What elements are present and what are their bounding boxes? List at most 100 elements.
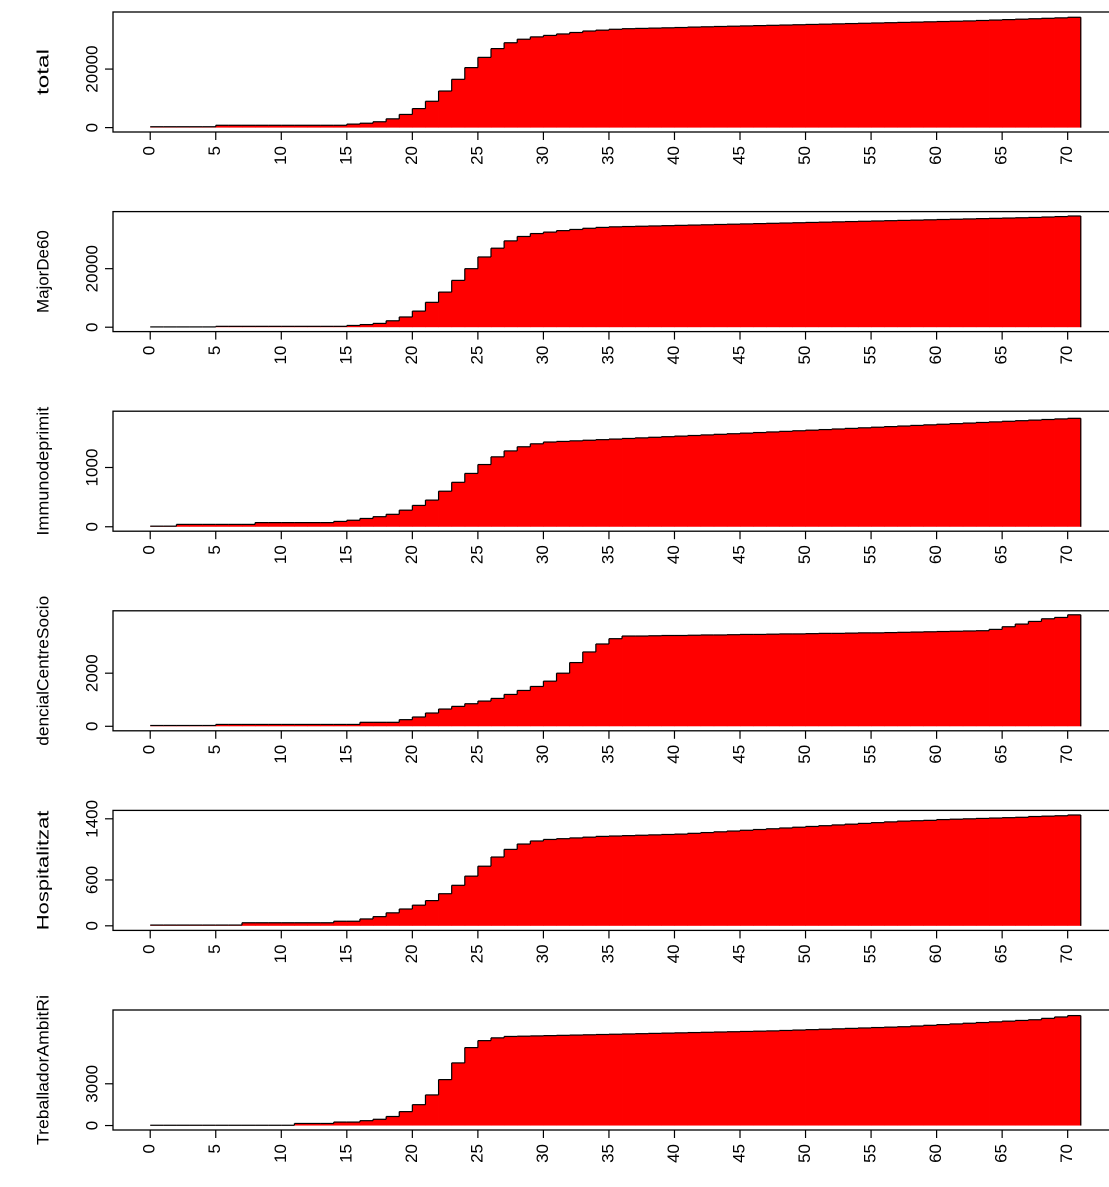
x-tick-label: 50 [795,944,814,963]
area-step [543,1035,557,1126]
area-step [595,1034,610,1126]
area-step [595,30,610,128]
area-step [294,724,308,727]
x-tick-label: 5 [205,146,224,155]
area-step [989,818,1003,926]
area-step [490,1037,505,1126]
area-step [333,125,348,128]
area-step [818,825,833,926]
area-step [556,230,571,328]
y-tick-label: 2000 [82,654,101,692]
area-step [700,224,715,328]
x-tick-label: 70 [1057,944,1076,963]
x-tick-label: 45 [729,1144,748,1163]
area-step [844,1028,859,1126]
area-step [779,827,793,926]
x-tick-label: 35 [598,1144,617,1163]
area-step [923,631,938,727]
x-tick-label: 25 [467,745,486,764]
area-step [1041,618,1055,727]
area-step [569,1035,584,1126]
x-tick-label: 50 [795,1144,814,1163]
x-tick-label: 65 [992,146,1011,165]
x-tick-label: 5 [205,1144,224,1153]
x-tick-label: 0 [140,745,159,754]
plot-frame [112,1009,1109,1131]
area-step [517,1036,531,1126]
area-step [648,1033,662,1126]
area-step [792,222,806,328]
x-tick-label: 5 [205,346,224,355]
area-step [923,219,938,328]
area-step [320,522,335,527]
area-step [700,634,715,727]
area-step [386,912,400,926]
area-step [1015,1020,1029,1126]
area-step [451,79,466,128]
area-step [831,824,846,926]
x-tick-label: 45 [729,346,748,365]
area-step [530,1035,544,1126]
area-step [582,440,597,527]
area-step [871,632,885,727]
area-step [713,1031,728,1126]
x-tick-label: 35 [598,146,617,165]
area-step [438,893,453,926]
area-step [1015,19,1029,128]
area-step [766,25,780,128]
area-step [490,456,505,527]
area-step [464,876,479,926]
area-step [556,838,571,926]
area-step [333,521,348,527]
area-step [451,280,466,328]
x-tick-label: 10 [271,745,290,764]
x-tick-label: 55 [861,545,880,564]
area-step [1028,621,1042,727]
area-step [268,522,282,527]
area-step [1054,17,1069,128]
area-step [897,22,911,128]
area-step [477,1040,492,1126]
area-step [897,426,911,527]
x-tick-label: 60 [926,146,945,165]
x-tick-label: 65 [992,545,1011,564]
area-step [241,125,256,128]
x-tick-label: 30 [533,745,552,764]
area-step [359,918,374,926]
area-step [530,443,544,527]
area-step [975,630,990,727]
area-step [569,837,584,926]
area-step [1015,624,1029,727]
plot-frame [112,809,1109,932]
area-step [740,830,754,926]
area-step [792,633,806,727]
x-tick-label: 55 [861,1144,880,1163]
x-tick-label: 20 [402,944,421,963]
area-step [1067,614,1082,727]
area-step [386,320,400,328]
area-step [1041,816,1055,926]
area-step [1028,1019,1042,1126]
area-step [949,631,964,727]
area-step [425,1094,439,1126]
x-tick-label: 55 [861,944,880,963]
area-step [910,1026,924,1126]
x-tick-label: 20 [402,545,421,564]
area-step [228,724,243,727]
y-axis-title: TreballadorAmbitRi [33,995,52,1145]
area-step [530,840,544,926]
area-step [412,905,426,926]
x-tick-label: 20 [402,745,421,764]
area-step [792,24,806,128]
x-tick-label: 50 [795,745,814,764]
area-step [805,633,820,727]
area-step [622,28,636,128]
area-step [464,1047,479,1126]
area-step [425,900,439,926]
panel: 0 5 10 15 20 25 30 35 40 45 50 55 60 65 70 0 600 1400 Hosp… [33,800,1109,963]
area-step [910,22,924,128]
area-step [1015,420,1029,527]
x-tick-label: 40 [664,944,683,963]
area-step [844,23,859,128]
